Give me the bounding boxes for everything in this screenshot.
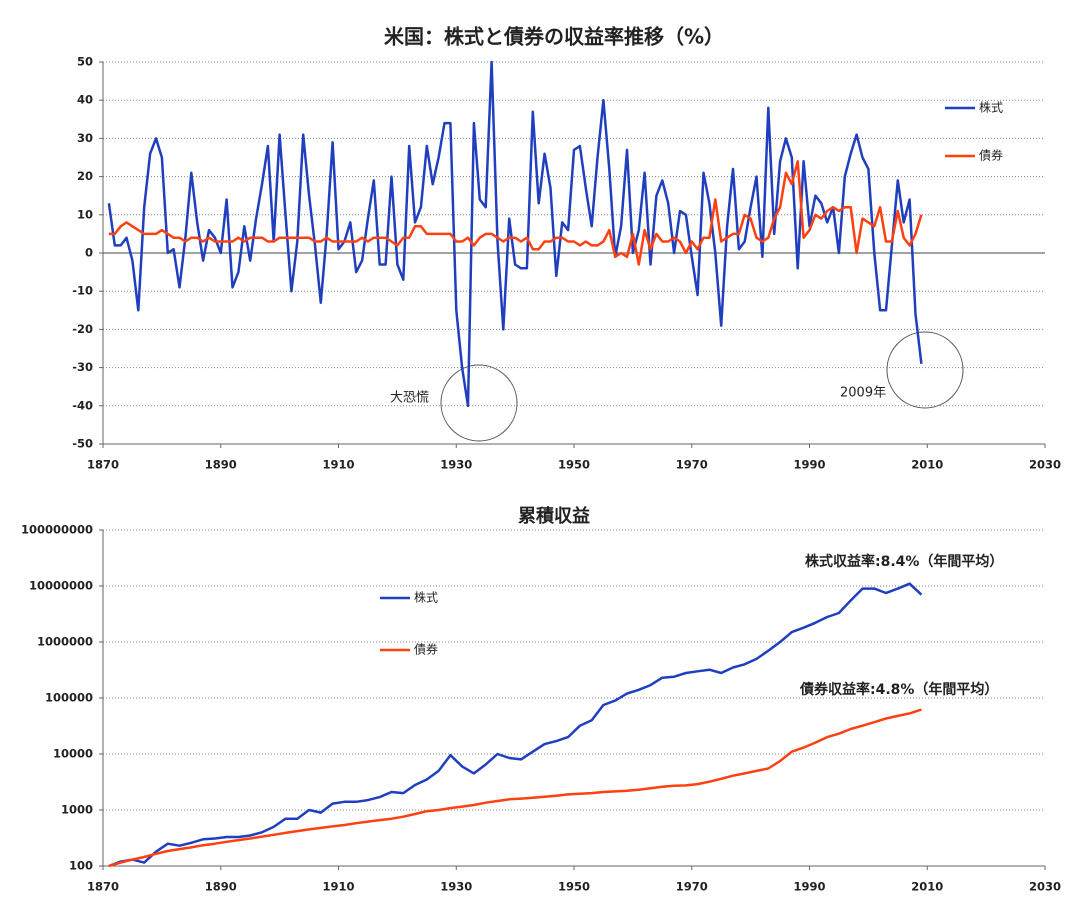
chart-title: 累積収益 <box>518 505 590 527</box>
y-tick-label: 10 <box>77 207 93 221</box>
y-tick-label: 100000 <box>45 691 93 705</box>
x-tick-label: 2010 <box>911 458 943 472</box>
x-tick-label: 2010 <box>911 880 943 894</box>
y-tick-label: 30 <box>77 131 93 145</box>
x-tick-label: 1910 <box>322 880 354 894</box>
x-tick-label: 1970 <box>676 880 708 894</box>
x-tick-label: 1990 <box>793 880 825 894</box>
legend-label: 債券 <box>979 148 1003 163</box>
x-tick-label: 2030 <box>1029 458 1061 472</box>
legend-label: 株式 <box>979 100 1003 115</box>
y-tick-label: -40 <box>72 398 93 412</box>
legend-label: 株式 <box>414 590 438 605</box>
annotation: 債券収益率:4.8%（年間平均） <box>799 681 998 698</box>
x-tick-label: 1930 <box>440 458 472 472</box>
y-tick-label: 50 <box>77 55 93 69</box>
highlight-circle <box>886 331 964 409</box>
x-tick-label: 1870 <box>87 458 119 472</box>
data-line <box>108 708 922 868</box>
x-tick-label: 2030 <box>1029 880 1061 894</box>
y-tick-label: -20 <box>72 322 93 336</box>
y-tick-label: 1000 <box>61 803 93 817</box>
y-tick-label: 1000000 <box>37 635 93 649</box>
annotation: 大恐慌 <box>390 391 429 406</box>
y-tick-label: 10000000 <box>29 579 93 593</box>
x-tick-label: 1990 <box>793 458 825 472</box>
y-tick-label: -50 <box>72 437 93 451</box>
y-tick-label: -10 <box>72 284 93 298</box>
legend-label: 債券 <box>414 642 438 657</box>
x-tick-label: 1870 <box>87 880 119 894</box>
data-line <box>108 582 923 868</box>
highlight-circle <box>440 364 518 442</box>
x-tick-label: 1950 <box>558 458 590 472</box>
data-line <box>108 160 923 266</box>
y-tick-label: 100000000 <box>21 523 93 537</box>
x-tick-label: 1890 <box>205 458 237 472</box>
x-tick-label: 1910 <box>322 458 354 472</box>
x-tick-label: 1970 <box>676 458 708 472</box>
annotation: 株式収益率:8.4%（年間平均） <box>805 553 1003 570</box>
y-tick-label: 40 <box>77 93 93 107</box>
data-line <box>107 60 923 408</box>
chart-title: 米国：株式と債券の収益率推移（%） <box>384 25 724 49</box>
x-tick-label: 1930 <box>440 880 472 894</box>
x-tick-label: 1950 <box>558 880 590 894</box>
annotation: 2009年 <box>840 386 886 401</box>
y-tick-label: 20 <box>77 169 93 183</box>
y-tick-label: 10000 <box>53 747 93 761</box>
y-tick-label: -30 <box>72 360 93 374</box>
x-tick-label: 1890 <box>205 880 237 894</box>
y-tick-label: 0 <box>85 246 93 260</box>
y-tick-label: 100 <box>69 859 93 873</box>
